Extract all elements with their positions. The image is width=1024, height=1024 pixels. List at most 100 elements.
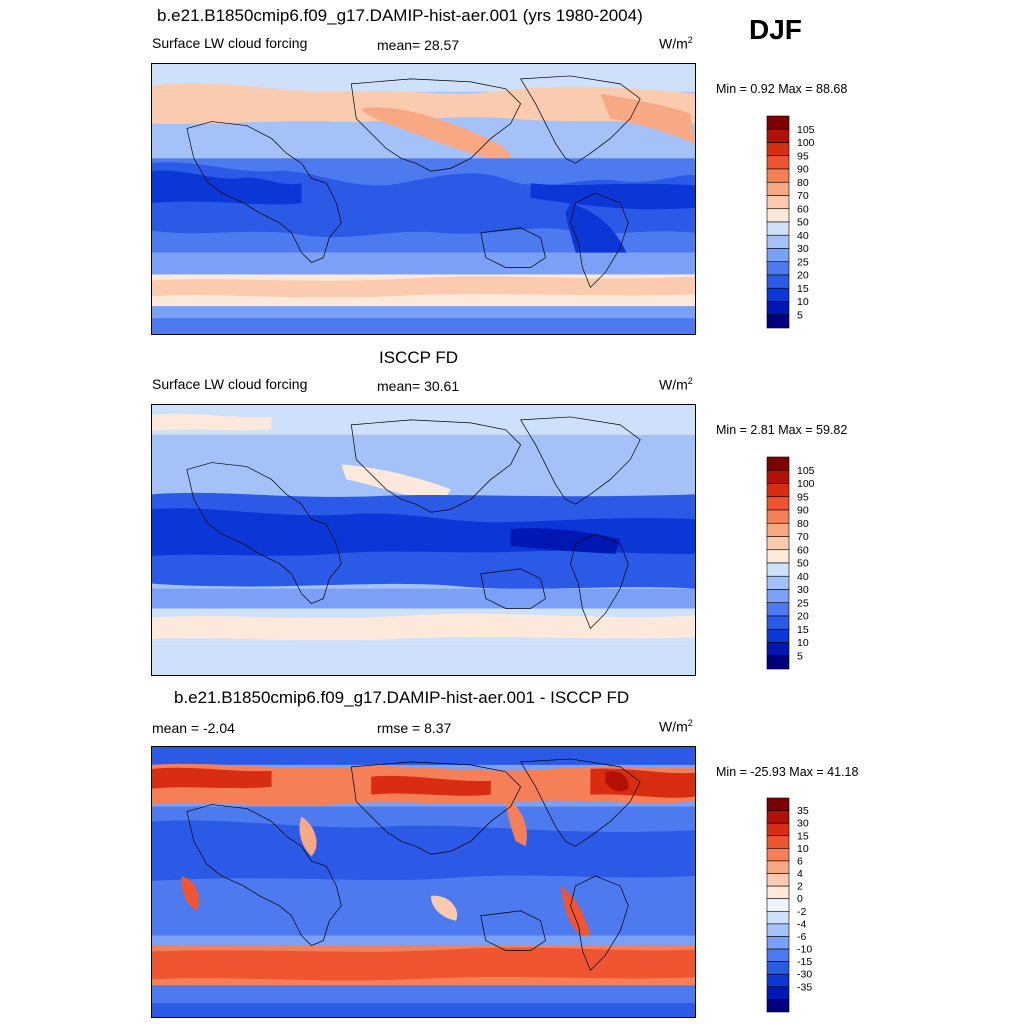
panel2-minmax: Min = 2.81 Max = 59.82: [716, 423, 848, 437]
colorbar-swatch: [766, 973, 790, 988]
panel2-title: ISCCP FD: [379, 348, 459, 367]
season-label: DJF: [749, 14, 802, 45]
colorbar-label: 30: [797, 818, 809, 830]
panel1-minmax: Min = 0.92 Max = 88.68: [716, 82, 848, 96]
colorbar-label: 80: [797, 177, 809, 189]
panel3-minmax: Min = -25.93 Max = 41.18: [716, 765, 859, 779]
colorbar-label: 35: [797, 805, 809, 817]
colorbar-swatch: [766, 873, 790, 887]
colorbar-swatch: [766, 615, 790, 630]
colorbar-label: 20: [797, 270, 809, 282]
colorbar-swatch: [766, 483, 790, 498]
colorbar-swatch: [766, 261, 790, 276]
colorbar-swatch: [766, 314, 790, 329]
colorbar-swatch: [766, 301, 790, 316]
colorbar-label: -35: [797, 981, 812, 993]
colorbar-swatch: [766, 898, 790, 912]
colorbar-swatch: [766, 274, 790, 289]
colorbar-label: 30: [797, 584, 809, 596]
colorbar-label: 30: [797, 243, 809, 255]
colorbar-label: 10: [797, 637, 809, 649]
colorbar-label: 70: [797, 190, 809, 202]
colorbar-swatch: [766, 810, 790, 824]
colorbar-swatch: [766, 961, 790, 975]
panel2-colorbar: 105 100 95 90 80 70 60 50 40 30 25 20 15 10 5: [766, 456, 827, 670]
colorbar-label: 70: [797, 531, 809, 543]
colorbar-label: 50: [797, 558, 809, 570]
colorbar-swatch: [766, 628, 790, 643]
panel3-map-field: [152, 747, 695, 1017]
colorbar-swatch: [766, 848, 790, 862]
colorbar-swatch: [766, 142, 790, 157]
colorbar-label: 0: [797, 893, 803, 905]
colorbar-swatch: [766, 549, 790, 564]
colorbar-label: 60: [797, 544, 809, 556]
colorbar-label: 25: [797, 597, 809, 609]
colorbar-swatch: [766, 248, 790, 263]
panel3-map: [151, 746, 696, 1018]
panel2-variable-label: Surface LW cloud forcing: [152, 376, 308, 392]
colorbar-label: -2: [797, 906, 806, 918]
colorbar-swatch: [766, 168, 790, 183]
colorbar-swatch: [766, 797, 790, 811]
colorbar-swatch: [766, 287, 790, 302]
colorbar-swatch: [766, 860, 790, 874]
colorbar-swatch: [766, 456, 790, 471]
panel3-colorbar: 35 30 15 10 6 4 2 0 -2 -4 -6 -10 -15 -30 -35: [766, 797, 827, 1013]
panel1-units: W/m2: [659, 35, 693, 52]
colorbar-swatch: [766, 181, 790, 196]
colorbar-label: -10: [797, 944, 812, 956]
colorbar-swatch: [766, 155, 790, 170]
colorbar-label: 2: [797, 881, 803, 893]
colorbar-label: 90: [797, 164, 809, 176]
colorbar-label: 50: [797, 217, 809, 229]
colorbar-label: -15: [797, 956, 812, 968]
panel2-map-field: [152, 405, 695, 675]
panel1-variable-label: Surface LW cloud forcing: [152, 35, 308, 51]
colorbar-swatch: [766, 910, 790, 925]
colorbar-label: 5: [797, 650, 803, 662]
colorbar-label: 5: [797, 309, 803, 321]
colorbar-swatch: [766, 822, 790, 837]
colorbar-label: 95: [797, 491, 809, 503]
colorbar-label: 80: [797, 518, 809, 530]
panel3-units: W/m2: [659, 718, 693, 735]
colorbar-label: 105: [797, 465, 815, 477]
panel1-colorbar: 105 100 95 90 80 70 60 50 40 30 25 20 15 10 5: [766, 115, 827, 329]
colorbar-label: 10: [797, 296, 809, 308]
colorbar-label: 15: [797, 283, 809, 295]
colorbar-label: 105: [797, 124, 815, 136]
colorbar-swatch: [766, 536, 790, 551]
colorbar-swatch: [766, 221, 790, 236]
colorbar-label: 40: [797, 571, 809, 583]
colorbar-label: 40: [797, 230, 809, 242]
colorbar-swatch: [766, 885, 790, 900]
colorbar-label: -4: [797, 918, 806, 930]
colorbar-swatch: [766, 986, 790, 1000]
colorbar-label: -30: [797, 969, 812, 981]
colorbar-label: -6: [797, 931, 806, 943]
colorbar-swatch: [766, 128, 790, 143]
colorbar-swatch: [766, 522, 790, 537]
panel2-mean-label: mean= 30.61: [377, 378, 460, 394]
colorbar-label: 10: [797, 843, 809, 855]
colorbar-label: 60: [797, 203, 809, 215]
colorbar-swatch: [766, 562, 790, 577]
colorbar-swatch: [766, 936, 790, 950]
colorbar-label: 20: [797, 611, 809, 623]
colorbar-swatch: [766, 509, 790, 524]
panel2-units: W/m2: [659, 376, 693, 393]
colorbar-swatch: [766, 575, 790, 590]
colorbar-label: 15: [797, 830, 809, 842]
colorbar-swatch: [766, 835, 790, 849]
colorbar-swatch: [766, 602, 790, 617]
colorbar-swatch: [766, 999, 790, 1013]
colorbar-swatch: [766, 923, 790, 937]
colorbar-label: 15: [797, 624, 809, 636]
colorbar-swatch: [766, 115, 790, 130]
colorbar-label: 100: [797, 478, 815, 490]
panel3-mean-label: mean = -2.04: [152, 720, 235, 736]
